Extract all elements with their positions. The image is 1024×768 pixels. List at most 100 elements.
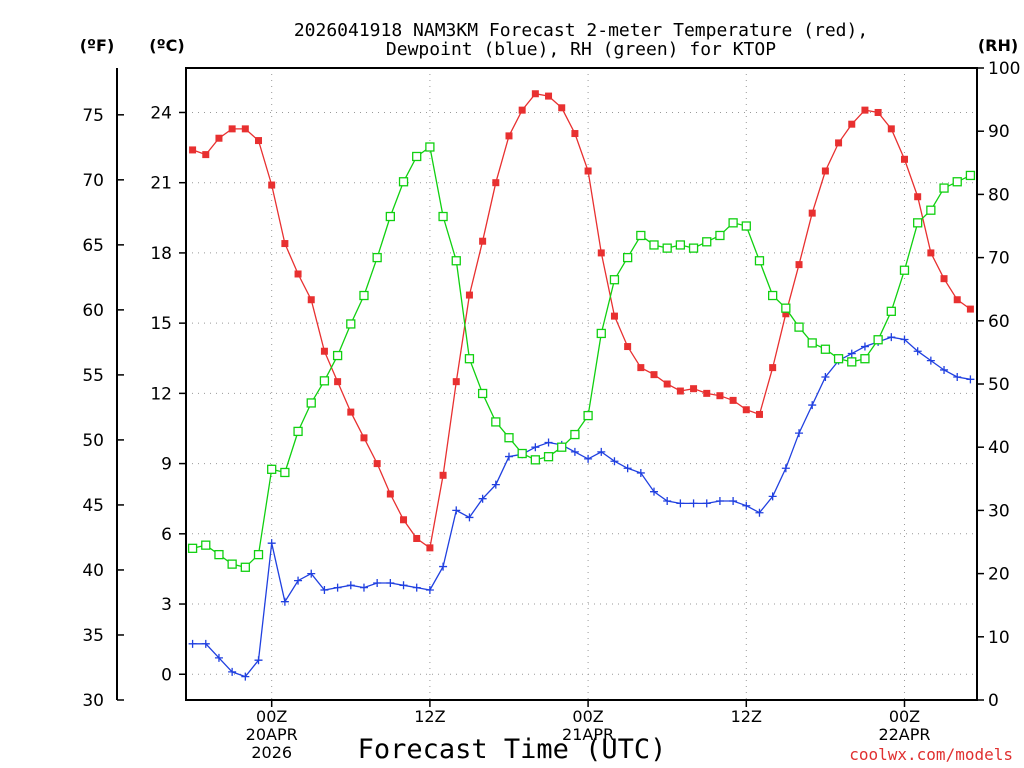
time-tick-label-3-0: 12Z xyxy=(731,707,762,726)
rh-tick-label-0: 0 xyxy=(988,691,999,711)
series-1-point-6 xyxy=(267,539,276,548)
series-2-point-59 xyxy=(965,170,976,181)
series-0-point-8 xyxy=(294,270,302,278)
series-1-point-12 xyxy=(346,581,355,590)
series-0-point-22 xyxy=(479,237,487,245)
series-2-point-4 xyxy=(240,562,250,572)
fahrenheit-tick-label-1: 35 xyxy=(82,626,104,646)
series-2-line xyxy=(192,145,971,569)
series-0-point-3 xyxy=(228,125,236,133)
series-1-point-15 xyxy=(386,578,395,587)
series-1-point-38 xyxy=(689,499,698,508)
fahrenheit-tick-label-7: 65 xyxy=(82,236,104,256)
series-1-point-0 xyxy=(188,639,197,648)
series-2-point-10 xyxy=(319,376,330,386)
series-1-point-33 xyxy=(623,464,632,473)
series-1-point-58 xyxy=(953,372,962,381)
fahrenheit-tick-label-0: 30 xyxy=(82,691,104,711)
series-2-point-41 xyxy=(728,218,738,228)
series-1-point-19 xyxy=(439,562,448,571)
series-0-point-14 xyxy=(373,460,381,468)
rh-tick-label-2: 20 xyxy=(988,565,1010,585)
series-1-point-23 xyxy=(491,480,500,489)
series-0-point-20 xyxy=(452,378,460,386)
series-2-point-6 xyxy=(267,464,277,474)
series-0-point-32 xyxy=(610,312,618,320)
series-0-point-34 xyxy=(637,364,645,372)
series-0-point-19 xyxy=(439,471,447,479)
series-2-point-47 xyxy=(807,338,817,348)
series-0-point-31 xyxy=(597,249,605,257)
series-1-point-18 xyxy=(425,585,434,594)
series-0-point-37 xyxy=(676,387,684,395)
series-1-point-48 xyxy=(821,372,830,381)
series-0-point-7 xyxy=(281,240,289,248)
series-0-point-4 xyxy=(241,125,249,133)
series-0 xyxy=(189,90,974,552)
series-2-point-11 xyxy=(332,350,343,361)
series-0-point-45 xyxy=(782,310,790,318)
series-1-point-41 xyxy=(729,497,738,506)
fahrenheit-axis: 30 35 40 45 50 55 60 65 70 75 xyxy=(82,106,124,711)
series-0-point-5 xyxy=(255,137,263,145)
series-2-point-32 xyxy=(609,275,620,285)
series-2-point-18 xyxy=(425,142,435,152)
time-tick-label-2-0: 00Z xyxy=(572,707,603,726)
series-2 xyxy=(187,142,976,572)
series-0-point-24 xyxy=(505,132,513,140)
series-2-point-52 xyxy=(873,335,883,345)
celsius-tick-label-3: 9 xyxy=(161,455,172,475)
series-1-point-56 xyxy=(926,356,935,365)
credit-text: coolwx.com/models xyxy=(849,745,1013,764)
chart-title-line2: Dewpoint (blue), RH (green) for KTOP xyxy=(386,39,776,60)
series-2-point-26 xyxy=(530,455,541,465)
series-2-point-25 xyxy=(517,448,527,459)
series-1-point-24 xyxy=(504,452,513,461)
series-2-point-39 xyxy=(702,237,712,247)
series-0-point-11 xyxy=(334,378,342,386)
series-1-point-21 xyxy=(465,513,474,522)
series-2-point-28 xyxy=(557,442,567,452)
rh-tick-label-1: 10 xyxy=(988,628,1010,648)
series-2-point-57 xyxy=(939,183,949,193)
series-0-point-16 xyxy=(400,516,408,524)
series-1-point-8 xyxy=(294,576,303,585)
series-2-point-15 xyxy=(385,211,395,222)
series-1-point-3 xyxy=(228,667,237,676)
series-2-point-13 xyxy=(359,290,369,301)
series-0-point-57 xyxy=(940,275,948,283)
series-1 xyxy=(188,333,975,681)
series-2-point-34 xyxy=(636,230,646,241)
series-0-point-25 xyxy=(518,106,526,114)
series-2-point-37 xyxy=(675,240,686,250)
rh-tick-label-3: 30 xyxy=(988,501,1010,521)
series-0-point-41 xyxy=(729,396,737,404)
series-2-point-55 xyxy=(913,218,923,228)
series-0-point-21 xyxy=(465,291,473,299)
series-0-point-38 xyxy=(690,385,698,393)
series-0-point-15 xyxy=(386,490,394,498)
series-2-point-45 xyxy=(781,303,791,313)
series-0-point-6 xyxy=(268,181,276,189)
rh-tick-label-8: 80 xyxy=(988,185,1010,205)
time-tick-label-0-0: 00Z xyxy=(256,707,287,726)
series-0-point-12 xyxy=(347,408,355,416)
series-1-point-45 xyxy=(781,464,790,473)
series-2-point-29 xyxy=(570,429,580,440)
celsius-tick-label-8: 24 xyxy=(150,103,172,123)
series-0-point-18 xyxy=(426,544,434,552)
time-tick-label-0-2: 2026 xyxy=(251,743,292,762)
celsius-tick-label-2: 6 xyxy=(161,525,172,545)
celsius-tick-label-4: 12 xyxy=(150,384,172,404)
series-1-point-36 xyxy=(663,497,672,506)
rh-tick-label-7: 70 xyxy=(988,249,1010,269)
series-2-point-49 xyxy=(833,354,844,364)
series-1-point-14 xyxy=(373,578,382,587)
series-0-point-47 xyxy=(808,209,816,217)
series-2-point-40 xyxy=(715,230,725,241)
series-0-point-44 xyxy=(769,364,777,372)
series-1-point-16 xyxy=(399,581,408,590)
celsius-tick-label-0: 0 xyxy=(161,665,172,685)
